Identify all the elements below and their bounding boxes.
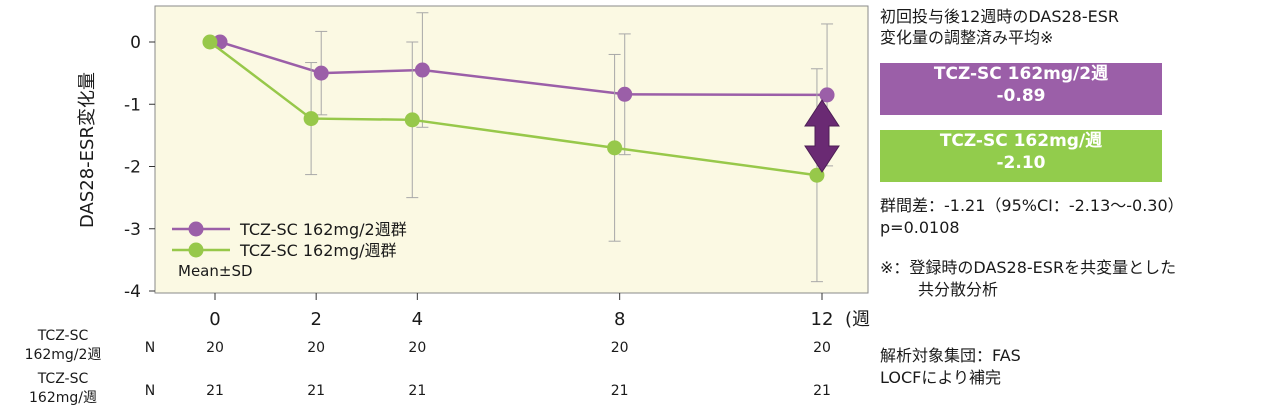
group-difference-text: 群間差：-1.21（95%CI：-2.13〜-0.30）	[880, 196, 1184, 215]
legend: TCZ-SC 162mg/2週群 TCZ-SC 162mg/週群 Mean±SD	[172, 220, 407, 280]
series-2	[202, 34, 825, 283]
data-point	[313, 65, 329, 81]
data-point	[303, 111, 319, 127]
x-tick-label: 8	[614, 309, 625, 330]
n-table-cell: 21	[206, 383, 224, 399]
x-tick-label: 0	[209, 309, 220, 330]
legend-label: TCZ-SC 162mg/週群	[239, 241, 397, 260]
box-qw-value: -2.10	[996, 153, 1046, 173]
series-layer	[202, 12, 835, 283]
n-table-row-label-line2: 162mg/2週	[25, 347, 102, 363]
n-table-row-label-line1: TCZ-SC	[37, 328, 89, 344]
n-table-header: N	[145, 340, 155, 356]
legend-note: Mean±SD	[178, 262, 253, 280]
x-axis-unit-label: (週)	[845, 309, 870, 330]
adjusted-mean-box-q2w: TCZ-SC 162mg/2週 -0.89	[880, 63, 1162, 115]
footnote-line2: 共分散分析	[918, 280, 999, 299]
x-tick-label: 2	[310, 309, 321, 330]
series-1	[212, 12, 835, 167]
data-point	[202, 34, 218, 50]
legend-label: TCZ-SC 162mg/2週群	[239, 220, 407, 239]
imputation-text: LOCFにより補完	[880, 368, 1001, 387]
box-q2w-label: TCZ-SC 162mg/2週	[933, 64, 1109, 84]
n-table-cell: 21	[307, 383, 325, 399]
x-axis: 0 2 4 8 12 (週)	[209, 293, 870, 330]
box-q2w-value: -0.89	[996, 86, 1046, 106]
line-chart: 0 -1 -2 -3 -4 DAS28-ESR変化量 0 2 4 8 12 (週) TCZ-SC 1…	[25, 5, 870, 406]
data-point	[404, 112, 420, 128]
footnote-line1: ※：登録時のDAS28-ESRを共変量とした	[880, 258, 1177, 277]
data-point	[617, 86, 633, 102]
n-table-cell: 20	[206, 340, 224, 356]
n-table-cell: 20	[813, 340, 831, 356]
y-tick-label: 0	[130, 33, 141, 53]
adjusted-mean-title-line1: 初回投与後12週時のDAS28-ESR	[880, 7, 1120, 26]
n-table-cell: 20	[307, 340, 325, 356]
plot-area	[154, 5, 869, 294]
box-qw-label: TCZ-SC 162mg/週	[939, 131, 1103, 151]
data-point	[607, 140, 623, 156]
y-tick-label: -1	[124, 95, 141, 115]
legend-marker	[188, 221, 204, 237]
y-tick-label: -4	[124, 282, 141, 302]
n-table-cell: 20	[408, 340, 426, 356]
n-table-cell: 21	[408, 383, 426, 399]
n-table-cell: 20	[611, 340, 629, 356]
double-arrow-shape	[804, 99, 840, 173]
adjusted-mean-box-qw: TCZ-SC 162mg/週 -2.10	[880, 130, 1162, 182]
n-table-cell: 21	[813, 383, 831, 399]
legend-marker	[188, 242, 204, 258]
difference-arrow	[804, 99, 840, 173]
y-axis: 0 -1 -2 -3 -4 DAS28-ESR変化量	[77, 33, 155, 302]
y-tick-label: -2	[124, 158, 141, 178]
x-tick-label: 4	[412, 309, 423, 330]
n-table-cell: 21	[611, 383, 629, 399]
data-point	[414, 62, 430, 78]
y-axis-label: DAS28-ESR変化量	[77, 72, 98, 228]
n-table: TCZ-SC 162mg/2週 N 20 20 20 20 20 TCZ-SC 162mg/週 N 2…	[25, 328, 831, 406]
n-table-row-label-line1: TCZ-SC	[37, 371, 89, 387]
n-table-row-label-line2: 162mg/週	[29, 390, 97, 406]
data-point	[819, 87, 835, 103]
y-tick-label: -3	[124, 220, 141, 240]
x-tick-label: 12	[811, 309, 834, 330]
n-table-header: N	[145, 383, 155, 399]
data-point	[809, 167, 825, 183]
analysis-set-text: 解析対象集団：FAS	[880, 346, 1021, 365]
adjusted-mean-title-line2: 変化量の調整済み平均※	[880, 28, 1054, 47]
p-value-text: p=0.0108	[880, 218, 960, 237]
